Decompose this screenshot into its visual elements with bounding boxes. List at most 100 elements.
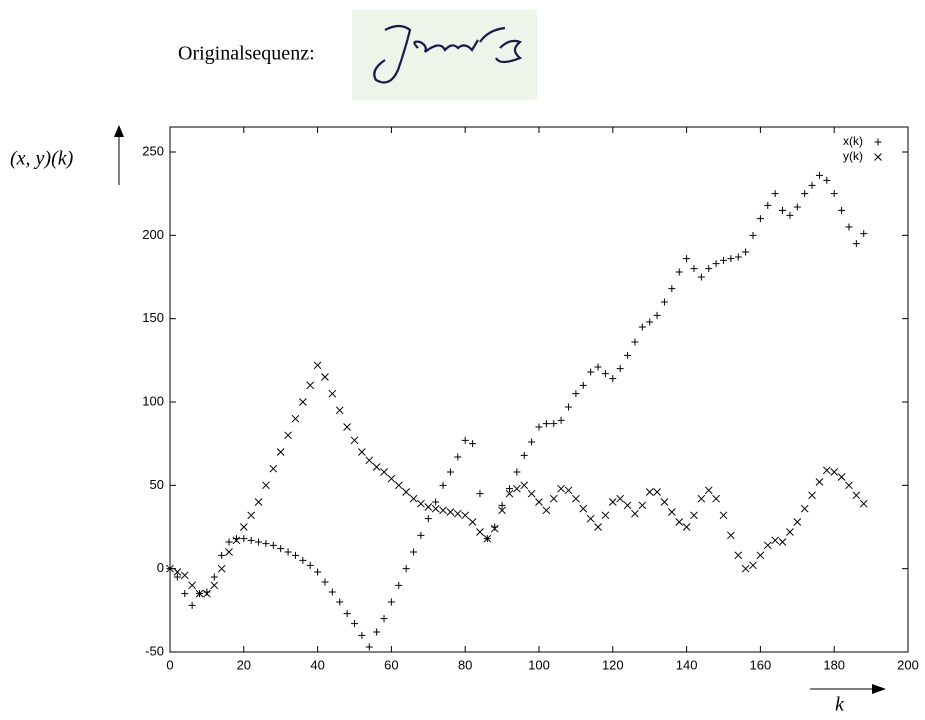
point: [461, 436, 469, 444]
point: [727, 531, 735, 540]
point: [830, 468, 839, 476]
point: [380, 615, 388, 623]
point: [668, 285, 676, 293]
point: [594, 523, 602, 531]
point: [335, 406, 344, 415]
point: [402, 488, 411, 496]
point: [683, 255, 691, 263]
point: [742, 248, 750, 256]
point: [823, 176, 831, 184]
point: [793, 518, 802, 526]
point: [719, 511, 728, 520]
y-tick-label: 0: [157, 560, 164, 575]
point: [225, 538, 233, 546]
point: [557, 484, 565, 493]
point: [173, 573, 181, 581]
point: [284, 431, 292, 440]
point: [624, 351, 632, 359]
point: [284, 548, 292, 556]
point: [402, 565, 410, 573]
point: [586, 514, 595, 523]
point: [756, 551, 765, 560]
point: [498, 501, 506, 509]
point: [800, 504, 809, 513]
point: [446, 508, 455, 516]
point: [808, 181, 816, 189]
point: [646, 318, 654, 326]
chart-title: Originalsequenz:: [178, 43, 315, 65]
point: [690, 265, 698, 273]
point: [808, 491, 816, 500]
point: [712, 494, 720, 503]
point: [579, 504, 588, 513]
point: [734, 551, 743, 560]
y-tick-label: 50: [150, 477, 164, 492]
point: [623, 501, 632, 510]
point: [720, 256, 727, 264]
point: [505, 489, 514, 498]
legend-label: x(k): [843, 134, 863, 148]
point: [181, 590, 189, 598]
point: [446, 468, 454, 476]
point: [535, 498, 543, 506]
point: [358, 448, 366, 456]
point: [837, 473, 846, 481]
x-tick-label: 80: [458, 657, 472, 672]
point: [690, 511, 698, 520]
point: [328, 588, 336, 596]
point: [601, 370, 609, 378]
point: [395, 581, 403, 589]
y-tick-label: 250: [142, 143, 164, 158]
point: [387, 474, 396, 483]
point: [705, 265, 713, 273]
point: [712, 260, 720, 268]
point: [653, 488, 661, 496]
x-tick-label: 120: [602, 657, 624, 672]
point: [557, 416, 565, 424]
point: [276, 448, 285, 456]
point: [822, 466, 831, 475]
point: [513, 468, 521, 476]
point: [771, 190, 779, 198]
point: [232, 535, 240, 543]
x-tick-label: 160: [750, 657, 772, 672]
point: [453, 509, 462, 518]
point: [439, 481, 447, 489]
point: [505, 485, 513, 493]
point: [609, 375, 617, 383]
point: [239, 523, 248, 531]
legend-label: y(k): [843, 149, 863, 163]
point: [365, 456, 374, 465]
point: [660, 298, 668, 306]
x-tick-label: 60: [384, 657, 398, 672]
point: [240, 535, 248, 543]
point: [771, 536, 780, 545]
x-tick-label: 140: [676, 657, 698, 672]
point: [830, 190, 838, 198]
y-tick-label: 100: [142, 393, 164, 408]
point: [594, 363, 602, 371]
point: [314, 568, 322, 576]
point: [262, 540, 270, 548]
point: [572, 390, 580, 398]
point: [328, 389, 337, 398]
point: [417, 499, 425, 508]
point: [793, 203, 801, 211]
point: [645, 488, 654, 496]
point: [306, 561, 314, 569]
point: [298, 398, 307, 406]
point: [336, 598, 344, 606]
point: [217, 564, 226, 573]
point: [468, 518, 477, 526]
point: [616, 494, 625, 503]
point: [764, 201, 772, 209]
point: [365, 643, 373, 651]
point: [682, 523, 691, 531]
point: [431, 504, 440, 513]
point: [188, 581, 196, 590]
point: [535, 423, 543, 431]
point: [778, 538, 787, 546]
point: [225, 548, 233, 556]
point: [277, 545, 285, 553]
